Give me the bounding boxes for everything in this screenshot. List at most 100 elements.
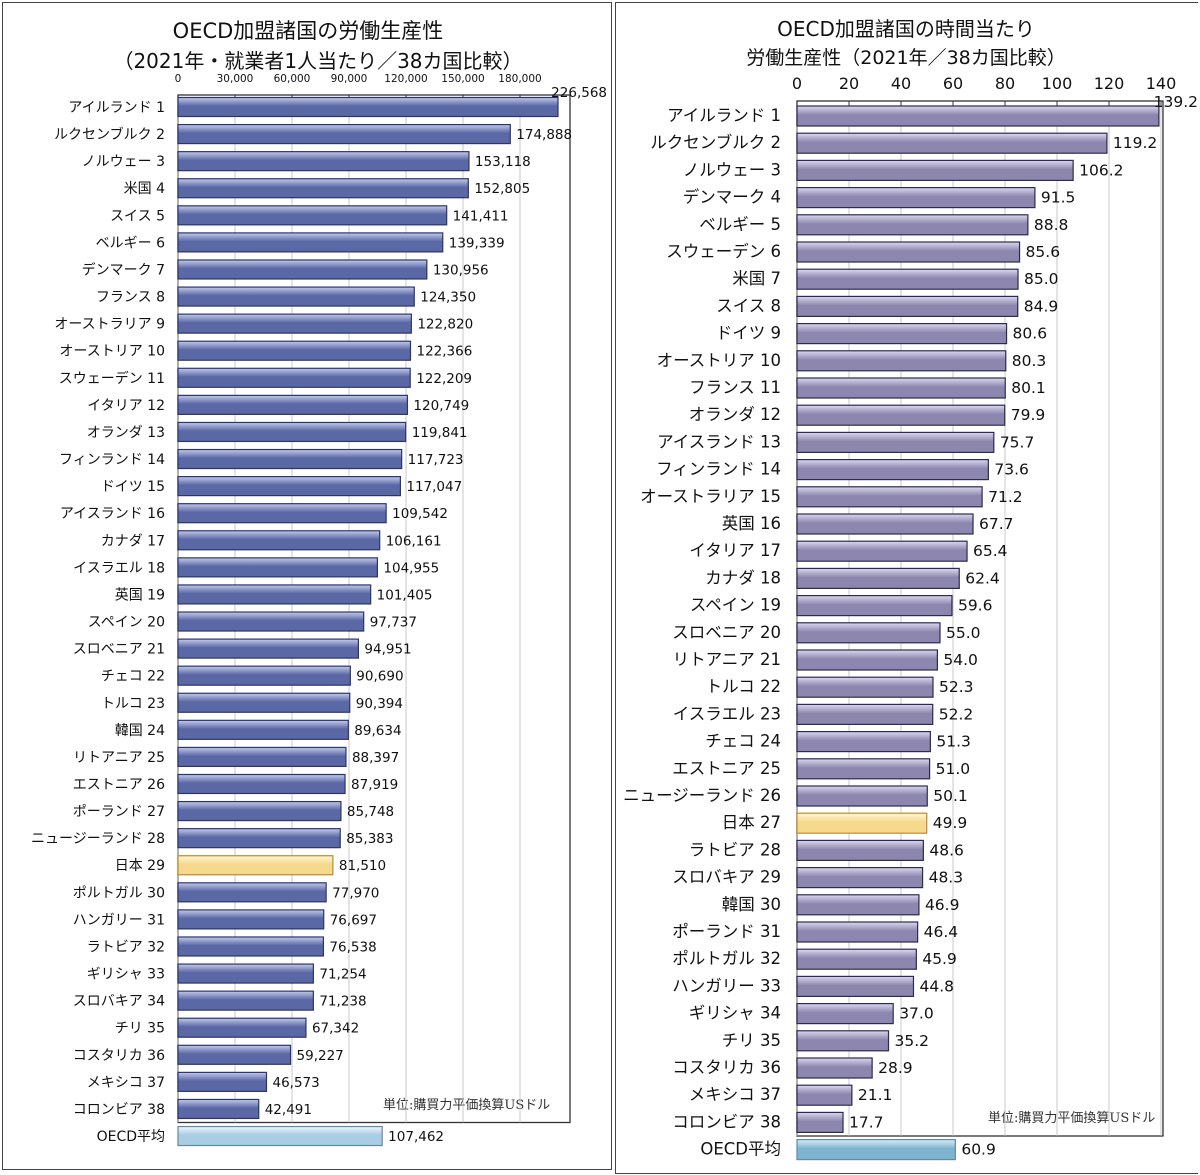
bar [796,459,989,481]
category-label: フランス 11 [689,378,781,397]
bar [177,367,411,388]
category-label: オランダ 12 [689,405,781,424]
bar [177,1017,307,1038]
value-label: 97,737 [370,615,417,631]
category-label: スウェーデン 11 [59,370,165,387]
value-label: 48.3 [929,869,964,887]
value-label: 90,690 [356,669,403,685]
tick-label: 0 [175,73,182,85]
category-label: ルクセンブルク 2 [54,126,165,143]
value-label: 59.6 [958,597,993,615]
tick-label: 20 [839,74,859,93]
value-label: 119,841 [412,425,468,441]
bar [796,594,953,617]
bar [796,214,1029,236]
category-label: ポーランド 31 [672,922,781,941]
bar [796,730,931,753]
category-label: ベルギー 5 [699,215,781,234]
category-label: ハンガリー 33 [672,976,781,995]
tick-label: 120,000 [384,73,427,85]
value-label: 45.9 [922,950,957,968]
tick-label: 120 [1094,74,1125,93]
bar [177,476,401,497]
bar [177,638,360,659]
bar [177,421,407,443]
category-label: スウェーデン 6 [666,241,781,261]
bar [796,567,960,590]
right-unit-note: 単位:購買力平価換算USドル [988,1111,1156,1126]
category-label: ポーランド 27 [73,804,165,820]
category-label: ギリシャ 34 [689,1004,781,1023]
value-label: 37.0 [899,1005,934,1023]
bar [177,1071,268,1092]
category-label: コロンビア 38 [73,1102,165,1118]
value-label: 174,888 [516,127,572,143]
bar [177,773,346,795]
value-label: 28.9 [878,1059,913,1077]
category-label: アイルランド 1 [68,100,165,116]
category-label: 日本 29 [115,858,165,874]
category-label: エストニア 26 [73,777,165,793]
category-label: カナダ 18 [705,568,781,587]
bar [796,323,1008,345]
japan-bar [177,855,334,876]
value-label: 76,538 [329,939,376,955]
bar [796,921,919,943]
category-label: オランダ 13 [87,425,165,441]
value-label: 46,573 [272,1075,319,1091]
category-label: ラトビア 28 [689,840,781,859]
value-label: 119.2 [1113,134,1157,152]
value-label: 51.0 [936,760,971,778]
bar [177,1044,292,1065]
value-label: 88.8 [1034,216,1069,234]
value-label: 139.2 [1154,93,1198,111]
category-label: フィンランド 14 [656,460,781,479]
category-label: オーストラリア 9 [54,317,165,333]
category-label: オーストリア 10 [657,351,781,370]
bar [177,909,325,930]
bar [796,676,934,698]
value-label: 71,254 [319,967,366,983]
category-label: 英国 19 [115,586,165,603]
bar [796,975,915,998]
bar [177,584,372,605]
category-label: ポルトガル 32 [672,949,781,968]
category-label: チェコ 22 [101,669,165,685]
category-label: コスタリカ 36 [73,1048,165,1064]
category-label: リトアニア 21 [673,650,781,669]
category-label: チリ 35 [115,1021,165,1037]
category-label: イスラエル 18 [73,560,165,576]
value-label: 85.6 [1026,243,1061,261]
bar [796,1030,890,1052]
bar [177,313,412,334]
category-label: 米国 4 [124,181,165,197]
category-label: チリ 35 [722,1031,781,1050]
value-label: 88,397 [352,750,399,766]
bar [796,894,920,916]
category-label: イタリア 12 [87,398,165,414]
value-label: 76,697 [330,912,377,928]
value-label: 94,951 [364,642,411,658]
bar [796,159,1074,181]
bar [796,404,1006,426]
value-label: 152,805 [474,181,530,197]
bar [796,839,924,862]
bar [177,936,325,957]
category-label: オーストラリア 15 [640,487,781,506]
value-label: 122,820 [417,317,473,333]
bar [796,1057,873,1079]
category-label: デンマーク 7 [82,261,165,278]
category-label: 米国 7 [732,269,781,288]
bar [177,96,559,118]
value-label: 73.6 [994,461,1029,479]
category-label: トルコ 23 [101,696,165,712]
category-label: ラトビア 32 [87,939,165,955]
bar [796,377,1006,399]
value-label: 46.4 [924,923,959,941]
bar [177,963,314,984]
bar [177,151,470,172]
category-label: ドイツ 9 [716,324,781,343]
category-label: ドイツ 15 [101,479,165,495]
average-bar [796,1138,956,1161]
